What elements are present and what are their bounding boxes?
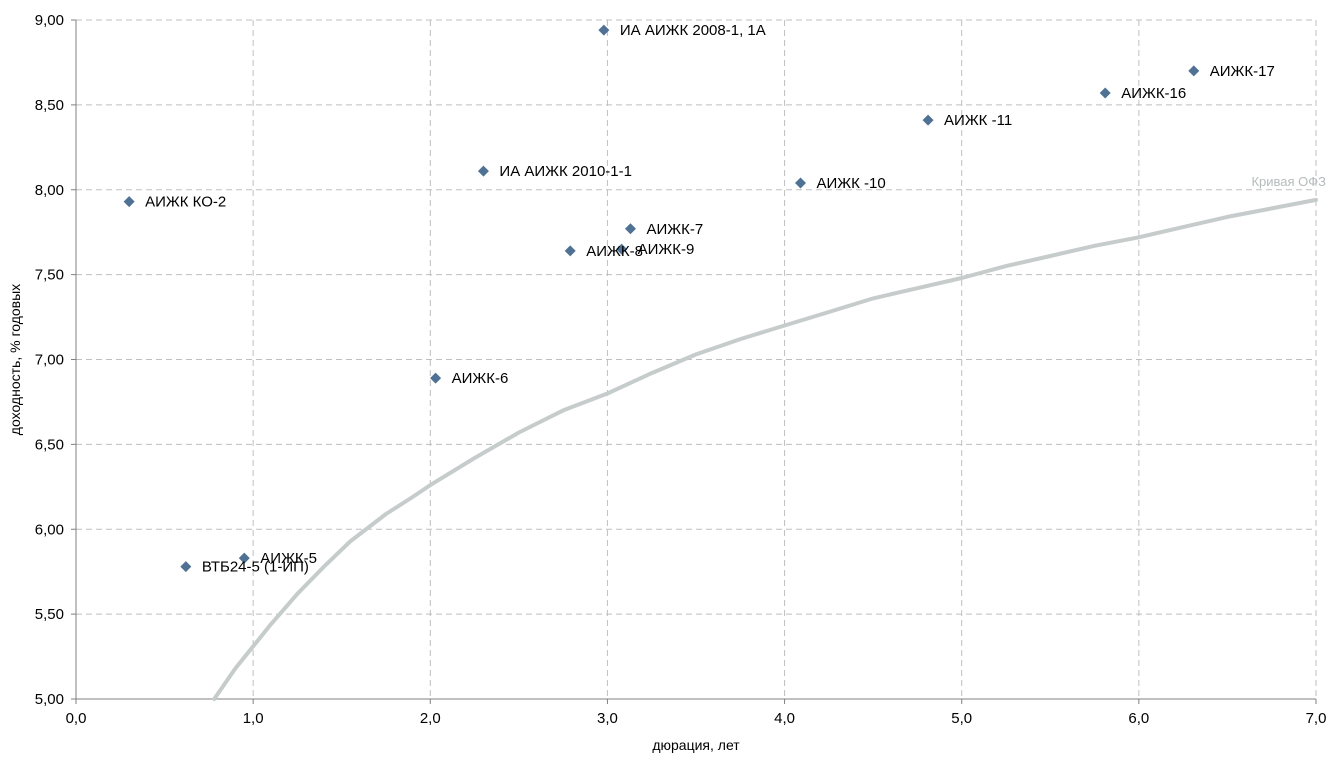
data-point-label: АИЖК КО-2 xyxy=(145,194,226,211)
data-point xyxy=(124,196,135,207)
y-tick-label: 7,50 xyxy=(35,267,64,284)
grid-lines xyxy=(76,20,1316,699)
data-point xyxy=(180,561,191,572)
x-tick-label: 4,0 xyxy=(774,710,795,727)
data-point xyxy=(625,223,636,234)
x-axis-title: дюрация, лет xyxy=(652,737,740,753)
x-tick-label: 0,0 xyxy=(66,710,87,727)
axes xyxy=(71,20,1316,704)
data-point-label: АИЖК-9 xyxy=(638,241,695,258)
y-tick-label: 5,50 xyxy=(35,606,64,623)
data-point-label: АИЖК-17 xyxy=(1210,63,1275,80)
ofz-curve-label: Кривая ОФЗ xyxy=(1251,174,1326,189)
data-point-label: ИА АИЖК 2010-1-1 xyxy=(499,163,632,180)
data-point xyxy=(478,166,489,177)
data-point-label: АИЖК-6 xyxy=(452,370,509,387)
data-point-label: АИЖК -10 xyxy=(817,175,886,192)
y-tick-label: 6,50 xyxy=(35,436,64,453)
y-tick-label: 8,00 xyxy=(35,182,64,199)
x-tick-label: 6,0 xyxy=(1128,710,1149,727)
tick-labels: 5,00 5,50 6,00 6,50 7,00 7,50 8,00 8,50 9,00 0,0 1… xyxy=(35,12,1327,727)
data-points xyxy=(124,25,1200,572)
data-point-label: АИЖК-7 xyxy=(646,221,703,238)
data-point xyxy=(1100,87,1111,98)
y-axis-title: доходность, % годовых xyxy=(7,284,23,435)
data-point-label: АИЖК-5 xyxy=(260,550,317,567)
data-point xyxy=(430,373,441,384)
x-tick-label: 2,0 xyxy=(420,710,441,727)
y-tick-label: 9,00 xyxy=(35,12,64,29)
y-tick-label: 6,00 xyxy=(35,521,64,538)
y-tick-label: 5,00 xyxy=(35,691,64,708)
data-point-label: АИЖК-8 xyxy=(586,243,643,260)
x-tick-label: 1,0 xyxy=(243,710,264,727)
data-point-label: АИЖК -11 xyxy=(944,112,1012,129)
data-point-label: ИА АИЖК 2008-1, 1А xyxy=(620,22,766,39)
data-point-label: АИЖК-16 xyxy=(1121,85,1186,102)
x-tick-label: 3,0 xyxy=(597,710,618,727)
y-tick-label: 7,00 xyxy=(35,352,64,369)
data-point xyxy=(1188,65,1199,76)
x-tick-label: 7,0 xyxy=(1306,710,1327,727)
y-tick-label: 8,50 xyxy=(35,97,64,114)
data-point xyxy=(795,177,806,188)
x-tick-label: 5,0 xyxy=(951,710,972,727)
data-point xyxy=(923,115,934,126)
data-point xyxy=(565,245,576,256)
